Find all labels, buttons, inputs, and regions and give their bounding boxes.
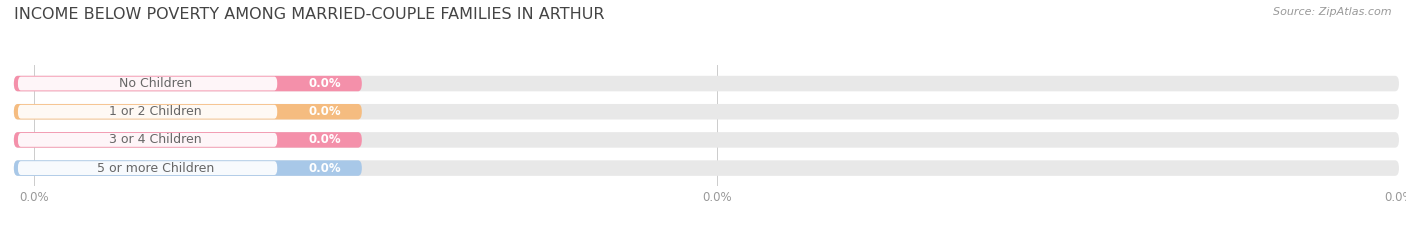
FancyBboxPatch shape	[14, 132, 1399, 148]
FancyBboxPatch shape	[18, 105, 277, 119]
FancyBboxPatch shape	[14, 160, 361, 176]
Text: 3 or 4 Children: 3 or 4 Children	[110, 134, 202, 146]
FancyBboxPatch shape	[14, 132, 361, 148]
Text: Source: ZipAtlas.com: Source: ZipAtlas.com	[1274, 7, 1392, 17]
FancyBboxPatch shape	[14, 104, 361, 120]
Text: INCOME BELOW POVERTY AMONG MARRIED-COUPLE FAMILIES IN ARTHUR: INCOME BELOW POVERTY AMONG MARRIED-COUPL…	[14, 7, 605, 22]
FancyBboxPatch shape	[18, 77, 277, 90]
Text: 0.0%: 0.0%	[309, 105, 342, 118]
Text: No Children: No Children	[120, 77, 193, 90]
FancyBboxPatch shape	[14, 104, 1399, 120]
Text: 0.0%: 0.0%	[309, 77, 342, 90]
Text: 0.0%: 0.0%	[309, 161, 342, 175]
Text: 0.0%: 0.0%	[309, 134, 342, 146]
FancyBboxPatch shape	[18, 133, 277, 147]
FancyBboxPatch shape	[14, 76, 361, 91]
Text: 5 or more Children: 5 or more Children	[97, 161, 214, 175]
Text: 1 or 2 Children: 1 or 2 Children	[110, 105, 202, 118]
FancyBboxPatch shape	[18, 161, 277, 175]
FancyBboxPatch shape	[14, 76, 1399, 91]
FancyBboxPatch shape	[14, 160, 1399, 176]
